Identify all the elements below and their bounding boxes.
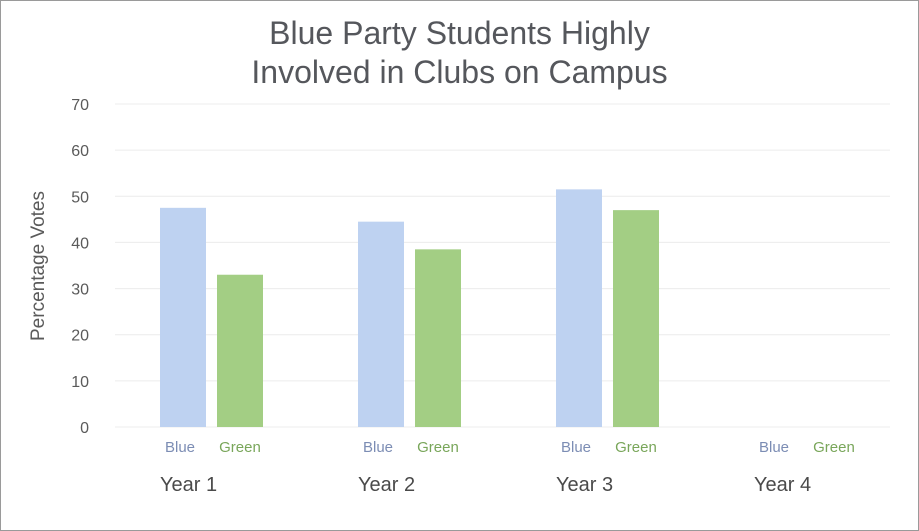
chart-title-line-2: Involved in Clubs on Campus (251, 54, 668, 90)
series-label-green: Green (615, 439, 657, 456)
bar-blue-year-2 (358, 221, 404, 427)
series-label-green: Green (813, 439, 855, 456)
chart-title: Blue Party Students Highly Involved in C… (0, 14, 919, 92)
y-axis-ticks: 0 10 20 30 40 50 60 70 (71, 97, 89, 437)
y-tick-label: 60 (71, 143, 89, 160)
category-label: Year 1 (160, 474, 217, 496)
series-label-blue: Blue (363, 439, 393, 456)
bar-green-year-2 (415, 249, 461, 427)
y-tick-label: 30 (71, 282, 89, 299)
y-tick-label: 20 (71, 328, 89, 345)
series-label-green: Green (417, 439, 459, 456)
bar-green-year-3 (613, 210, 659, 427)
bars (160, 189, 659, 427)
bar-blue-year-3 (556, 189, 602, 427)
series-labels: Blue Green Blue Green Blue Green Blue Green (165, 439, 855, 456)
bar-green-year-1 (217, 274, 263, 427)
category-label: Year 3 (556, 474, 613, 496)
bar-blue-year-1 (160, 207, 206, 427)
series-label-green: Green (219, 439, 261, 456)
y-tick-label: 0 (80, 420, 89, 437)
chart-title-line-1: Blue Party Students Highly (269, 15, 650, 51)
category-labels: Year 1 Year 2 Year 3 Year 4 (160, 474, 811, 496)
series-label-blue: Blue (561, 439, 591, 456)
series-label-blue: Blue (165, 439, 195, 456)
y-tick-label: 70 (71, 97, 89, 114)
y-tick-label: 10 (71, 374, 89, 391)
y-tick-label: 50 (71, 189, 89, 206)
y-tick-label: 40 (71, 235, 89, 252)
category-label: Year 2 (358, 474, 415, 496)
series-label-blue: Blue (759, 439, 789, 456)
y-axis-label: Percentage Votes (28, 191, 49, 341)
category-label: Year 4 (754, 474, 811, 496)
